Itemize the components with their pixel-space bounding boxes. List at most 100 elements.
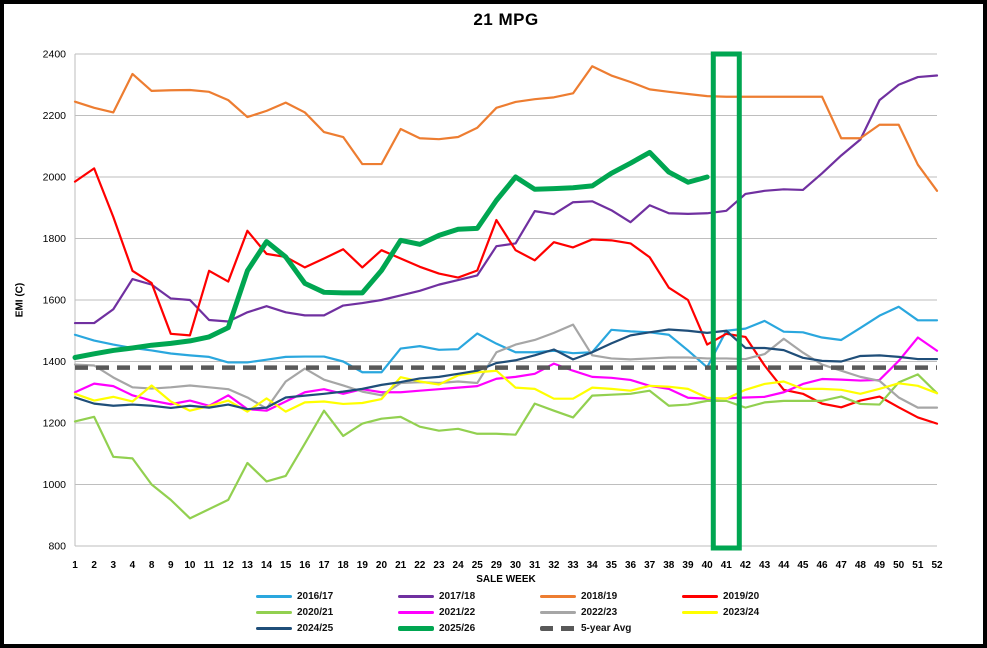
x-tick-label: 23 — [433, 560, 445, 571]
series-line-2019-20 — [73, 167, 939, 425]
x-tick-label: 11 — [204, 560, 215, 571]
legend-label: 2016/17 — [297, 590, 334, 602]
x-tick-label: 19 — [357, 560, 369, 571]
legend-swatch — [256, 610, 292, 614]
x-tick-label: 20 — [376, 560, 388, 571]
x-tick-label: 48 — [855, 560, 867, 571]
y-tick-label: 2400 — [43, 49, 67, 61]
y-tick-label: 1200 — [43, 418, 67, 430]
y-tick-label: 2200 — [43, 110, 67, 122]
x-tick-label: 36 — [625, 560, 637, 571]
x-tick-label: 9 — [168, 560, 174, 571]
legend-swatch — [540, 594, 576, 598]
x-tick-label: 22 — [414, 560, 426, 571]
chart-legend: 2016/17 2017/18 2018/19 2019/20 2020/21 2021/… — [256, 590, 824, 634]
x-tick-label: 46 — [817, 560, 829, 571]
x-tick-label: 18 — [338, 560, 350, 571]
x-axis-title: SALE WEEK — [476, 574, 536, 585]
x-tick-label: 34 — [587, 560, 599, 571]
x-tick-label: 51 — [912, 560, 924, 571]
y-tick-label: 1000 — [43, 479, 67, 491]
x-tick-label: 39 — [682, 560, 694, 571]
series-line-2023-24 — [73, 369, 939, 413]
x-tick-label: 32 — [548, 560, 560, 571]
legend-item-2018-19: 2018/19 — [540, 590, 682, 602]
x-tick-label: 16 — [299, 560, 311, 571]
legend-item-2022-23: 2022/23 — [540, 606, 682, 618]
y-tick-label: 1600 — [43, 295, 67, 307]
y-tick-label: 1400 — [43, 356, 67, 368]
x-tick-label: 40 — [702, 560, 714, 571]
x-tick-label: 45 — [797, 560, 809, 571]
x-tick-label: 30 — [510, 560, 522, 571]
legend-swatch — [398, 610, 434, 614]
legend-label: 2022/23 — [581, 606, 618, 618]
x-tick-label: 47 — [836, 560, 848, 571]
legend-item-5-year-avg: 5-year Avg — [540, 622, 682, 634]
x-tick-label: 24 — [453, 560, 465, 571]
x-tick-label: 38 — [663, 560, 675, 571]
x-tick-label: 17 — [318, 560, 330, 571]
x-tick-label: 3 — [111, 560, 117, 571]
x-tick-label: 21 — [395, 560, 407, 571]
legend-swatch — [682, 610, 718, 614]
legend-label: 2025/26 — [439, 622, 476, 634]
series-line-2018-19 — [73, 65, 939, 192]
legend-label: 2020/21 — [297, 606, 334, 618]
y-tick-label: 2000 — [43, 172, 67, 184]
y-axis-title: EMI (C) — [14, 282, 26, 318]
x-tick-label: 1 — [72, 560, 78, 571]
x-tick-label: 49 — [874, 560, 886, 571]
chart-title: 21 MPG — [473, 10, 539, 29]
series-line-2017-18 — [73, 74, 939, 325]
legend-item-2021-22: 2021/22 — [398, 606, 540, 618]
x-tick-label: 25 — [472, 560, 484, 571]
legend-item-2016-17: 2016/17 — [256, 590, 398, 602]
legend-swatch — [256, 626, 292, 630]
x-tick-label: 37 — [644, 560, 656, 571]
series-line-2024-25 — [73, 328, 939, 411]
legend-item-2023-24: 2023/24 — [682, 606, 824, 618]
x-tick-label: 15 — [280, 560, 292, 571]
legend-item-2019-20: 2019/20 — [682, 590, 824, 602]
x-tick-label: 14 — [261, 560, 273, 571]
legend-swatch — [540, 610, 576, 614]
legend-label: 2019/20 — [723, 590, 760, 602]
legend-label: 2017/18 — [439, 590, 476, 602]
series-line-2020-21 — [73, 373, 939, 520]
x-tick-label: 41 — [721, 560, 733, 571]
x-tick-label: 13 — [242, 560, 254, 571]
x-tick-label: 10 — [184, 560, 196, 571]
legend-label: 2024/25 — [297, 622, 334, 634]
x-tick-label: 52 — [931, 560, 943, 571]
legend-swatch — [540, 625, 576, 631]
legend-swatch — [398, 625, 434, 631]
highlight-week-box — [710, 51, 742, 551]
y-tick-label: 800 — [48, 541, 66, 553]
x-tick-label: 8 — [149, 560, 155, 571]
series-line-2022-23 — [73, 323, 939, 410]
x-tick-label: 42 — [740, 560, 752, 571]
x-tick-label: 35 — [606, 560, 618, 571]
x-tick-label: 44 — [778, 560, 790, 571]
legend-swatch — [256, 594, 292, 598]
x-tick-label: 4 — [130, 560, 136, 571]
legend-label: 5-year Avg — [581, 622, 632, 634]
legend-item-2025-26: 2025/26 — [398, 622, 540, 634]
x-tick-label: 2 — [91, 560, 97, 571]
series-line-2025-26 — [72, 149, 710, 361]
legend-item-2024-25: 2024/25 — [256, 622, 398, 634]
legend-item-2020-21: 2020/21 — [256, 606, 398, 618]
legend-swatch — [398, 594, 434, 598]
legend-label: 2023/24 — [723, 606, 760, 618]
x-tick-label: 50 — [893, 560, 905, 571]
legend-item-2017-18: 2017/18 — [398, 590, 540, 602]
x-tick-label: 33 — [567, 560, 579, 571]
x-tick-label: 43 — [759, 560, 771, 571]
legend-label: 2018/19 — [581, 590, 618, 602]
legend-label: 2021/22 — [439, 606, 476, 618]
x-tick-label: 29 — [491, 560, 503, 571]
x-tick-label: 31 — [529, 560, 541, 571]
